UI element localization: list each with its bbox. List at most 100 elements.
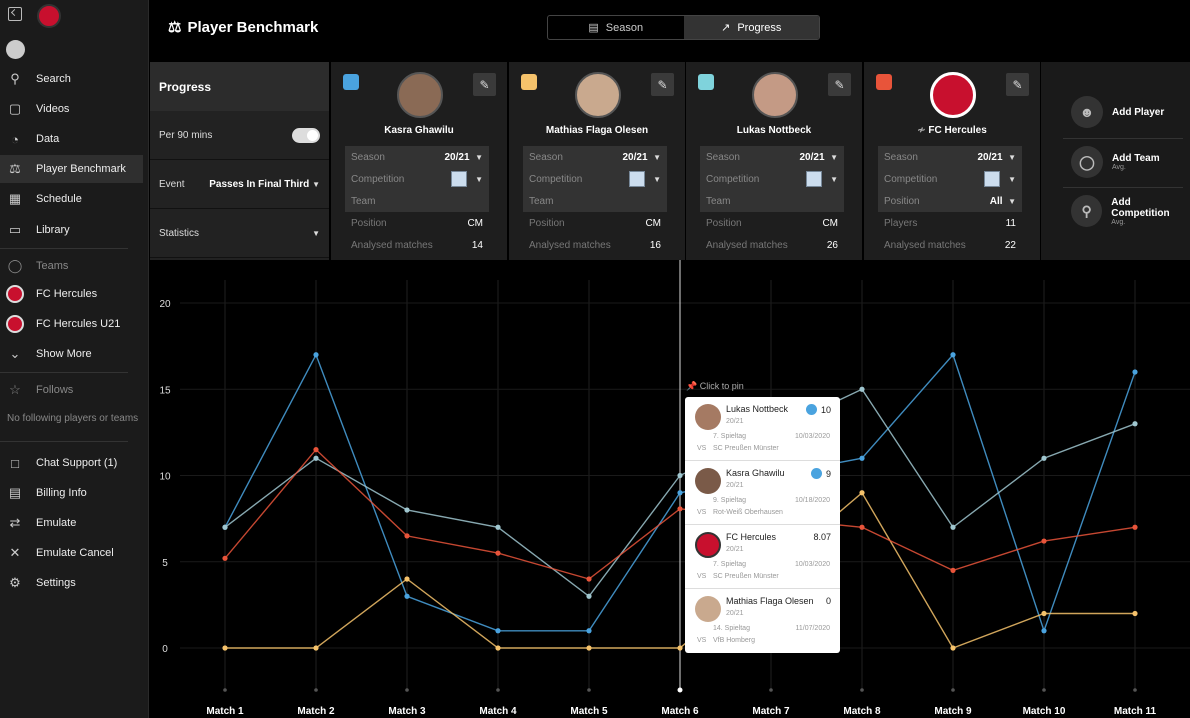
per90-toggle[interactable] bbox=[292, 127, 320, 143]
data-point bbox=[859, 386, 865, 392]
competition-logo bbox=[806, 171, 823, 187]
sidebar-team-fc-hercules-u21[interactable]: FC Hercules U21 bbox=[0, 310, 143, 338]
view-toggle: ▤ Season ↗ Progress bbox=[547, 15, 820, 40]
data-point bbox=[950, 524, 956, 530]
data-point bbox=[1132, 369, 1138, 375]
sidebar-item-settings[interactable]: ⚙ Settings bbox=[0, 569, 143, 597]
team-field[interactable]: Team bbox=[345, 190, 489, 212]
x-tick-dot bbox=[951, 688, 955, 692]
competition-logo bbox=[451, 171, 468, 187]
show-more-button[interactable]: ⌄ Show More bbox=[0, 340, 143, 368]
player-name: Kasra Ghawilu bbox=[384, 125, 454, 136]
team-field[interactable]: Team bbox=[700, 190, 844, 212]
caret-down-icon: ▼ bbox=[653, 152, 661, 162]
data-point bbox=[495, 524, 501, 530]
team-crest-icon bbox=[6, 285, 24, 303]
pin-icon: 📌 bbox=[686, 381, 698, 391]
x-tick-dot bbox=[496, 688, 500, 692]
event-select[interactable]: Event Passes In Final Third ▼ bbox=[150, 160, 329, 209]
tab-progress[interactable]: ↗ Progress bbox=[683, 16, 819, 39]
chevron-down-icon: ⌄ bbox=[9, 346, 21, 361]
pin-hint[interactable]: 📌 Click to pin bbox=[686, 381, 744, 391]
x-tick-dot bbox=[1042, 688, 1046, 692]
season-select[interactable]: Season 20/21 ▼ bbox=[700, 146, 844, 168]
data-point bbox=[1041, 628, 1047, 634]
data-point bbox=[313, 645, 319, 651]
play-icon[interactable] bbox=[810, 468, 822, 479]
avatar bbox=[695, 468, 721, 494]
sidebar-item-emulate-cancel[interactable]: ✕ Emulate Cancel bbox=[0, 539, 143, 567]
data-point bbox=[313, 447, 319, 453]
sidebar-item-chat-support[interactable]: □ Chat Support (1) bbox=[0, 449, 143, 477]
club-logo[interactable] bbox=[37, 4, 61, 28]
series-color-swatch[interactable] bbox=[343, 74, 359, 90]
edit-icon[interactable]: ✎ bbox=[828, 73, 851, 96]
competition-select[interactable]: Competition ▼ bbox=[700, 168, 844, 190]
sidebar-team-fc-hercules[interactable]: FC Hercules bbox=[0, 280, 143, 308]
matches-row: Analysed matches 14 bbox=[351, 239, 483, 251]
series-color-swatch[interactable] bbox=[876, 74, 892, 90]
add-competition-button[interactable]: ⚲ Add Competition Avg. bbox=[1071, 195, 1190, 227]
statistics-select[interactable]: Statistics ▼ bbox=[150, 209, 329, 258]
play-icon[interactable] bbox=[805, 404, 817, 415]
tooltip-item: FC Hercules 8.07 20/21 7. Spieltag 10/03… bbox=[685, 525, 840, 589]
sidebar-item-data[interactable]: ◔ Data bbox=[0, 125, 143, 153]
series-color-swatch[interactable] bbox=[521, 74, 537, 90]
avatar[interactable] bbox=[6, 40, 25, 59]
team-card: ✎ ≁ FC Hercules Season 20/21 ▼ Competitio… bbox=[864, 62, 1040, 260]
sidebar-item-player-benchmark[interactable]: ⚖ Player Benchmark bbox=[0, 155, 143, 183]
tab-season[interactable]: ▤ Season bbox=[588, 21, 644, 35]
sidebar-item-library[interactable]: ▭ Library bbox=[8, 222, 70, 237]
data-point bbox=[677, 506, 683, 512]
edit-icon[interactable]: ✎ bbox=[473, 73, 496, 96]
players-row: Players 11 bbox=[884, 217, 1016, 229]
header: ⚖ Player Benchmark ▤ Season ↗ Progress bbox=[150, 0, 1190, 60]
tooltip[interactable]: Lukas Nottbeck 10 20/21 7. Spieltag 10/0… bbox=[685, 397, 840, 653]
season-select[interactable]: Season 20/21 ▼ bbox=[878, 146, 1022, 168]
sidebar-item-videos[interactable]: ▢ Videos bbox=[8, 101, 70, 116]
caret-down-icon: ▼ bbox=[1008, 196, 1016, 206]
collapse-sidebar-icon[interactable] bbox=[8, 7, 22, 21]
matches-row: Analysed matches 26 bbox=[706, 239, 838, 251]
x-tick-label: Match 3 bbox=[388, 706, 426, 717]
follows-section-label: ☆ Follows bbox=[0, 379, 143, 401]
matches-row: Analysed matches 16 bbox=[529, 239, 661, 251]
sidebar-item-schedule[interactable]: ▦ Schedule bbox=[8, 191, 82, 206]
add-player-button[interactable]: ☻ Add Player bbox=[1071, 96, 1164, 128]
divider bbox=[0, 441, 128, 442]
data-point bbox=[404, 533, 410, 539]
sidebar-item-billing[interactable]: ▤ Billing Info bbox=[8, 485, 87, 500]
data-point bbox=[950, 645, 956, 651]
competition-select[interactable]: Competition ▼ bbox=[345, 168, 489, 190]
data-point bbox=[222, 524, 228, 530]
edit-icon[interactable]: ✎ bbox=[651, 73, 674, 96]
season-select[interactable]: Season 20/21 ▼ bbox=[523, 146, 667, 168]
season-select[interactable]: Season 20/21 ▼ bbox=[345, 146, 489, 168]
series-line bbox=[224, 388, 1136, 598]
player-card: ✎ Kasra Ghawilu Season 20/21 ▼ Competitio… bbox=[331, 62, 507, 260]
team-field[interactable]: Team bbox=[523, 190, 667, 212]
edit-icon[interactable]: ✎ bbox=[1006, 73, 1029, 96]
competition-select[interactable]: Competition ▼ bbox=[878, 168, 1022, 190]
matches-row: Analysed matches 22 bbox=[884, 239, 1016, 251]
position-select[interactable]: Position All ▼ bbox=[878, 190, 1022, 212]
series-color-swatch[interactable] bbox=[698, 74, 714, 90]
competition-select[interactable]: Competition ▼ bbox=[523, 168, 667, 190]
sidebar-item-search[interactable]: ⚲ Search bbox=[0, 65, 143, 93]
data-point bbox=[586, 576, 592, 582]
x-tick-label: Match 1 bbox=[206, 706, 244, 717]
x-tick-label: Match 6 bbox=[661, 706, 699, 717]
divider bbox=[1063, 187, 1183, 188]
per90-row: Per 90 mins bbox=[150, 111, 329, 160]
data-point bbox=[313, 455, 319, 461]
data-point bbox=[495, 628, 501, 634]
x-tick-dot bbox=[314, 688, 318, 692]
position-row: Position CM bbox=[351, 217, 483, 229]
add-user-icon: ☻ bbox=[1071, 96, 1103, 128]
sidebar-item-emulate[interactable]: ⇄ Emulate bbox=[0, 509, 143, 537]
divider bbox=[1063, 138, 1183, 139]
player-card: ✎ Lukas Nottbeck Season 20/21 ▼ Competiti… bbox=[686, 62, 862, 260]
progress-panel: Progress Per 90 mins Event Passes In Fina… bbox=[150, 62, 329, 260]
progress-chart[interactable]: Match 1 Match 2 Match 3 Match 4 Match 5 Match… bbox=[150, 260, 1190, 718]
add-team-button[interactable]: ◯ Add Team Avg. bbox=[1071, 146, 1160, 178]
